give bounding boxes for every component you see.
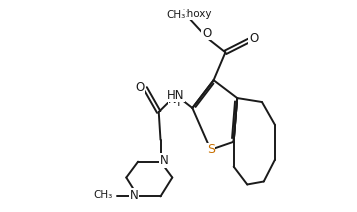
Text: S: S <box>207 143 215 156</box>
Text: N: N <box>168 93 177 106</box>
Text: N: N <box>130 189 139 202</box>
Text: H: H <box>172 99 180 109</box>
Text: methoxy: methoxy <box>166 9 211 19</box>
Text: HN: HN <box>167 89 185 102</box>
Text: O: O <box>249 32 258 45</box>
Text: N: N <box>160 154 169 167</box>
Text: O: O <box>135 81 145 93</box>
Text: CH₃: CH₃ <box>94 190 113 200</box>
Text: CH₃: CH₃ <box>166 10 185 20</box>
Text: O: O <box>202 27 211 40</box>
